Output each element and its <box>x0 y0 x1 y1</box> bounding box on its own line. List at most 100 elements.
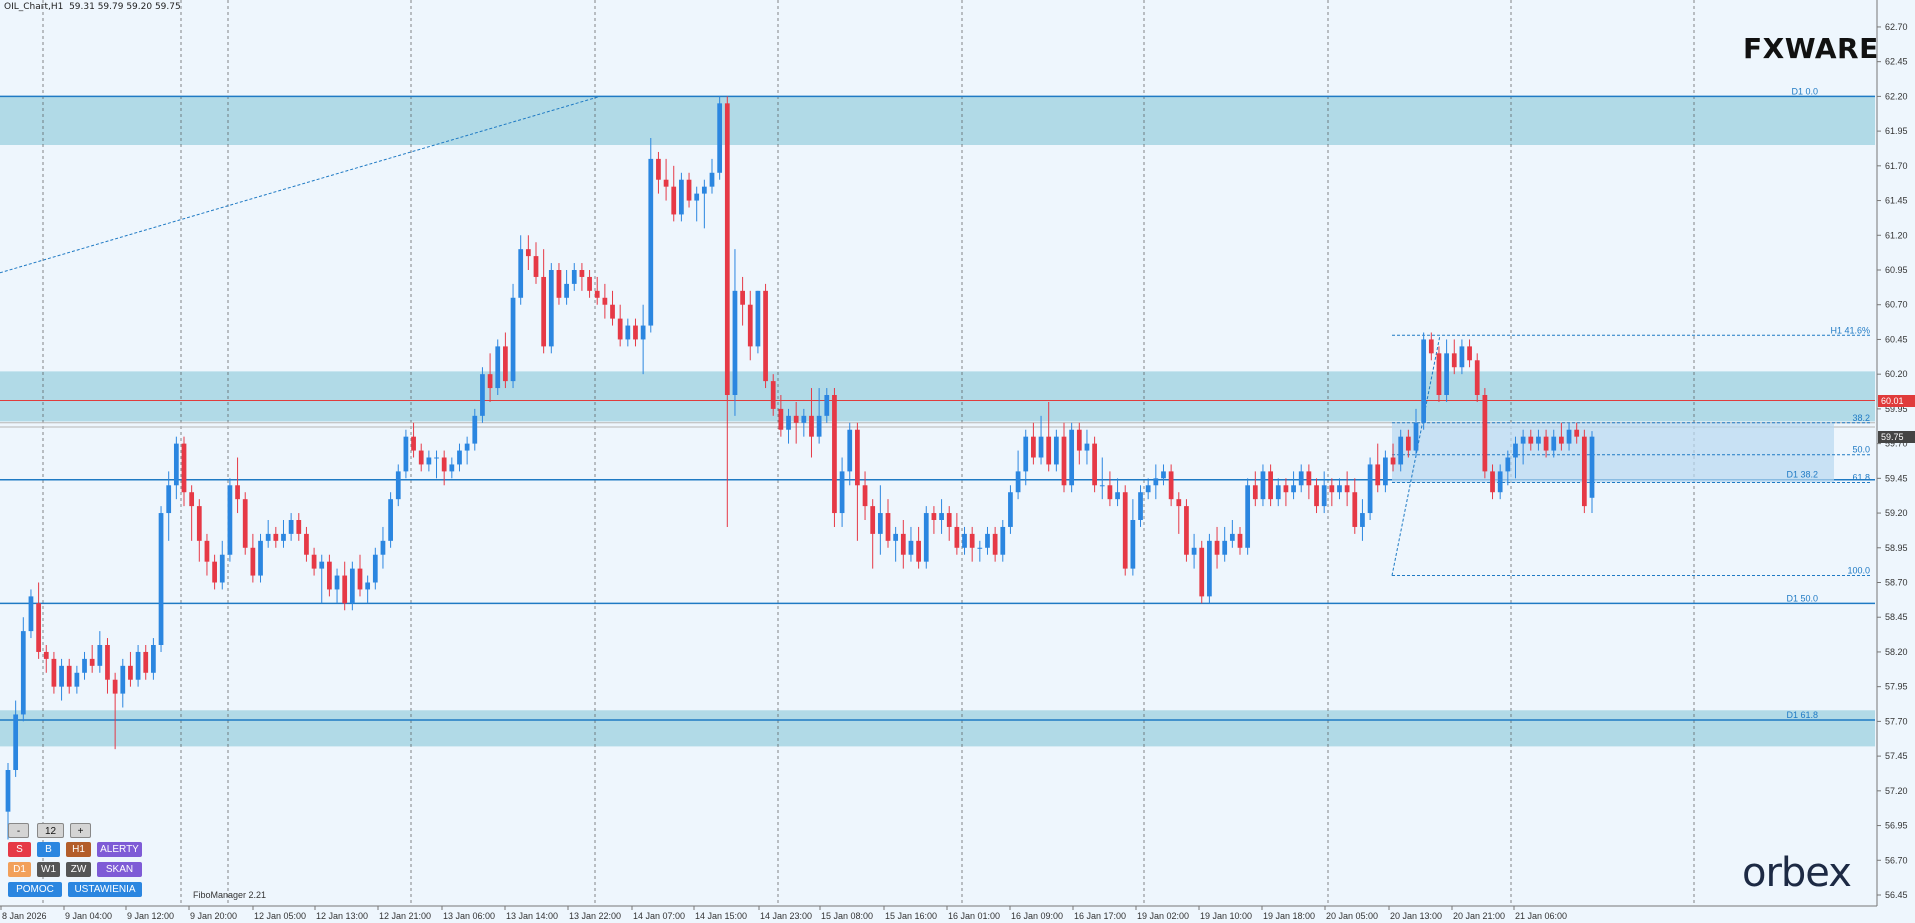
candle-body <box>327 561 332 590</box>
ohlc-readout: 59.31 59.79 59.20 59.75 <box>69 2 181 12</box>
candle-body <box>89 658 95 666</box>
candle-body <box>235 485 240 500</box>
candle-body <box>28 596 34 632</box>
candle-body <box>1214 540 1220 555</box>
decrease-button[interactable]: - <box>8 823 29 838</box>
candle-body <box>977 547 983 549</box>
candle-body <box>112 679 118 694</box>
candle-body <box>1428 339 1434 354</box>
candle-body <box>1092 443 1097 486</box>
candle-body <box>908 540 914 555</box>
candle-body <box>855 429 860 486</box>
y-tick-label: 60.95 <box>1885 265 1908 275</box>
candle-body <box>1321 485 1327 507</box>
candle-body <box>893 533 899 541</box>
help-button[interactable]: POMOC <box>8 882 62 897</box>
w1-button[interactable]: W1 <box>37 862 60 877</box>
y-tick-label: 61.45 <box>1885 196 1908 206</box>
candle-body <box>648 158 654 326</box>
x-tick-label: 12 Jan 05:00 <box>254 911 306 921</box>
price-zone <box>0 710 1875 747</box>
candle-body <box>74 672 80 687</box>
candle-body <box>1367 464 1373 514</box>
candle-body <box>1413 422 1419 451</box>
x-tick-label: 16 Jan 01:00 <box>948 911 1000 921</box>
candle-body <box>640 325 646 340</box>
candle-body <box>51 658 57 687</box>
candle-body <box>411 436 416 451</box>
candle-body <box>1260 471 1266 500</box>
candle-body <box>1306 471 1312 486</box>
d1-button[interactable]: D1 <box>8 862 31 877</box>
candle-body <box>1589 436 1595 498</box>
level-label: D1 0.0 <box>1791 86 1818 96</box>
y-tick-label: 56.70 <box>1885 855 1908 865</box>
x-tick-label: 19 Jan 18:00 <box>1263 911 1315 921</box>
scan-button[interactable]: SKAN <box>97 862 142 877</box>
x-tick-label: 15 Jan 16:00 <box>885 911 937 921</box>
candle-body <box>1505 457 1511 472</box>
candle-body <box>1375 464 1381 486</box>
increase-button[interactable]: + <box>70 823 91 838</box>
candle-body <box>1314 485 1319 507</box>
y-tick-label: 56.45 <box>1885 890 1908 900</box>
candle-body <box>1000 526 1006 555</box>
candle-body <box>1207 540 1212 597</box>
candle-body <box>862 485 868 507</box>
candle-body <box>495 346 501 389</box>
candle-body <box>786 415 791 430</box>
sell-button[interactable]: S <box>8 842 31 857</box>
x-tick-label: 15 Jan 08:00 <box>821 911 873 921</box>
candle-body <box>426 457 432 465</box>
trend-line <box>0 95 601 274</box>
candle-body <box>82 658 87 673</box>
candle-body <box>916 540 921 562</box>
y-tick-label: 60.45 <box>1885 334 1908 344</box>
candle-body <box>1344 485 1350 493</box>
y-tick-label: 58.70 <box>1885 578 1908 588</box>
candle-body <box>1222 540 1228 555</box>
y-tick-label: 56.95 <box>1885 821 1908 831</box>
symbol-label: OIL_Chart,H1 <box>4 2 64 12</box>
buy-button[interactable]: B <box>37 842 60 857</box>
x-tick-label: 9 Jan 04:00 <box>65 911 112 921</box>
candle-body <box>1513 443 1518 458</box>
candle-body <box>1298 471 1304 486</box>
candle-body <box>671 186 677 215</box>
candle-body <box>1405 436 1411 451</box>
candle-body <box>472 415 478 444</box>
candle-body <box>1138 492 1143 520</box>
candle-body <box>1107 485 1113 500</box>
zw-button[interactable]: ZW <box>66 862 91 877</box>
count-field[interactable]: 12 <box>37 823 64 838</box>
candle-body <box>1360 513 1365 527</box>
candle-body <box>204 540 210 562</box>
candle-body <box>717 103 723 173</box>
fib-label: 38.2 <box>1852 413 1870 423</box>
candle-body <box>556 270 562 298</box>
candle-body <box>1031 436 1036 458</box>
candle-body <box>258 540 263 576</box>
candle-body <box>832 395 837 514</box>
candle-body <box>120 665 126 694</box>
candle-body <box>1559 436 1564 444</box>
candle-body <box>686 179 692 201</box>
settings-button[interactable]: USTAWIENIA <box>68 882 142 897</box>
fib-label: 61.8 <box>1852 473 1870 483</box>
level-label: D1 50.0 <box>1786 593 1818 603</box>
h1-button[interactable]: H1 <box>66 842 91 857</box>
x-tick-label: 8 Jan 2026 <box>2 911 47 921</box>
candle-body <box>510 297 516 382</box>
candle-body <box>1153 478 1159 486</box>
candle-body <box>480 374 485 416</box>
x-tick-label: 12 Jan 13:00 <box>316 911 368 921</box>
candle-body <box>533 256 539 277</box>
fibomanager-label: FiboManager 2.21 <box>193 890 267 900</box>
candle-body <box>334 575 340 590</box>
candle-body <box>20 631 26 715</box>
candle-body <box>656 158 661 180</box>
candle-body <box>1145 485 1151 493</box>
alerts-button[interactable]: ALERTY <box>97 842 142 857</box>
y-tick-label: 58.95 <box>1885 543 1908 553</box>
